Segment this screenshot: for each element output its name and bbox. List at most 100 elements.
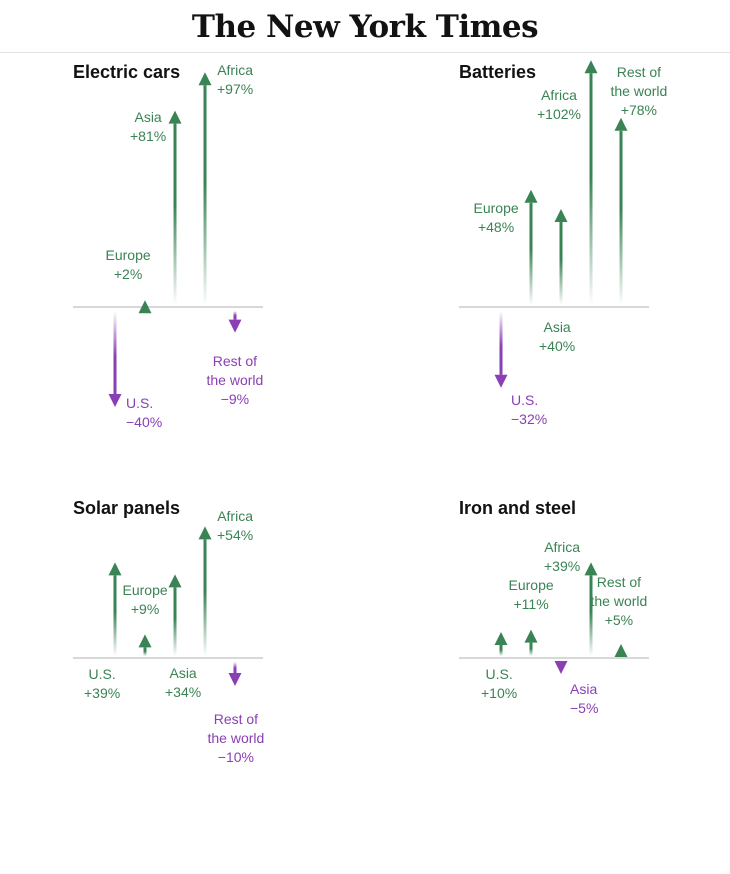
arrow-head: [494, 374, 508, 388]
data-label-line: −5%: [570, 700, 599, 716]
data-label-line: Africa: [541, 87, 577, 103]
chart-svg: [73, 526, 263, 686]
arrow-asia: [168, 574, 182, 656]
arrow-shaft: [203, 539, 207, 656]
data-label-line: Rest of: [213, 711, 259, 727]
arrow-shaft: [113, 575, 117, 656]
chart-panel-iron-and-steel: Iron and steel U.S. +10% Europe +11% Asia −5% A…: [459, 494, 730, 874]
arrow-shaft: [589, 73, 593, 305]
arrow-asia: [168, 110, 182, 305]
arrow-head: [614, 644, 628, 657]
data-label-line: Europe: [122, 582, 168, 598]
data-label-line: −10%: [217, 749, 254, 765]
arrow-head: [494, 632, 508, 645]
arrow-head: [584, 60, 598, 74]
arrow-head: [138, 300, 152, 314]
data-label: Asia −5%: [570, 680, 598, 718]
data-label-line: +39%: [84, 685, 121, 701]
data-label: Africa +54%: [217, 507, 253, 545]
arrow-shaft: [203, 85, 207, 305]
arrow-shaft: [619, 130, 623, 305]
arrow-rest-of-the-world: [228, 662, 242, 686]
data-label: U.S. −40%: [126, 394, 162, 432]
data-label-line: +97%: [217, 81, 254, 97]
data-label-line: −40%: [126, 414, 163, 430]
arrow-u-s: [108, 562, 122, 656]
data-label: Europe +48%: [474, 199, 519, 237]
data-label-line: +81%: [130, 128, 167, 144]
data-label: Rest of the world +78%: [611, 63, 668, 120]
data-label-line: +11%: [513, 596, 549, 612]
data-label-line: +9%: [130, 601, 160, 617]
data-label-line: Rest of: [616, 64, 662, 80]
chart-title: Batteries: [459, 62, 537, 82]
data-label-line: U.S.: [511, 392, 539, 408]
arrow-shaft: [559, 222, 563, 305]
data-label: U.S. +39%: [84, 665, 120, 703]
data-label-line: +10%: [481, 685, 518, 701]
arrow-head: [524, 189, 538, 203]
chart-panel-solar-panels: Solar panels U.S. +39% Europe +9% Asia +34% Afr…: [73, 494, 363, 874]
arrow-head: [228, 673, 242, 686]
data-label-line: +78%: [620, 102, 657, 118]
masthead: The New York Times: [0, 0, 730, 53]
data-label-line: Europe: [473, 200, 519, 216]
data-label: Rest of the world −9%: [207, 352, 264, 409]
arrow-head: [108, 562, 122, 576]
data-label-line: U.S.: [126, 395, 154, 411]
arrow-head: [198, 72, 212, 86]
data-label-line: Rest of: [596, 574, 642, 590]
data-label-line: +102%: [537, 106, 581, 122]
chart-svg: [73, 72, 263, 407]
arrow-europe: [138, 300, 152, 314]
data-label-line: Africa: [217, 62, 253, 78]
data-label-line: −32%: [511, 411, 548, 427]
chart-svg: [459, 60, 649, 388]
arrow-head: [198, 526, 212, 540]
data-label: Asia +34%: [165, 664, 201, 702]
arrow-shaft: [173, 123, 177, 305]
arrow-africa: [198, 72, 212, 305]
arrow-shaft: [499, 645, 503, 656]
data-label-line: Africa: [544, 539, 580, 555]
data-label-line: U.S.: [485, 666, 513, 682]
data-label-line: U.S.: [88, 666, 116, 682]
data-label-line: +34%: [165, 684, 202, 700]
chart-title: Iron and steel: [459, 498, 577, 518]
data-label: Europe +11%: [509, 576, 554, 614]
arrow-u-s: [494, 311, 508, 388]
chart-title: Electric cars: [73, 62, 181, 82]
data-label-line: Europe: [105, 247, 151, 263]
chart-title: Solar panels: [73, 498, 181, 518]
chart-svg: [459, 562, 649, 674]
arrow-shaft: [499, 311, 503, 375]
arrow-africa: [584, 562, 598, 656]
data-label-line: +5%: [604, 612, 634, 628]
arrow-shaft: [143, 647, 147, 656]
masthead-logo[interactable]: The New York Times: [191, 9, 539, 45]
arrow-head: [168, 574, 182, 588]
data-label: Asia +81%: [130, 108, 166, 146]
data-label-line: Asia: [543, 319, 571, 335]
data-label: Rest of the world +5%: [591, 573, 648, 630]
data-label-line: Asia: [570, 681, 598, 697]
data-label: Rest of the world −10%: [208, 710, 265, 767]
data-label-line: +2%: [113, 266, 143, 282]
arrow-rest-of-the-world: [614, 644, 628, 657]
data-label: Europe +2%: [106, 246, 151, 284]
data-label-line: −9%: [220, 391, 250, 407]
arrow-u-s: [108, 311, 122, 407]
arrow-u-s: [494, 632, 508, 656]
arrow-africa: [584, 60, 598, 305]
data-label-line: the world: [590, 593, 648, 609]
data-label: Africa +102%: [537, 86, 581, 124]
arrow-europe: [524, 189, 538, 305]
data-label: U.S. −32%: [511, 391, 547, 429]
data-label: Europe +9%: [123, 581, 168, 619]
arrow-shaft: [529, 202, 533, 305]
arrow-rest-of-the-world: [228, 311, 242, 333]
data-label: Asia +40%: [539, 318, 575, 356]
arrow-shaft: [589, 575, 593, 656]
data-label-line: the world: [206, 372, 264, 388]
data-label-line: Africa: [217, 508, 253, 524]
